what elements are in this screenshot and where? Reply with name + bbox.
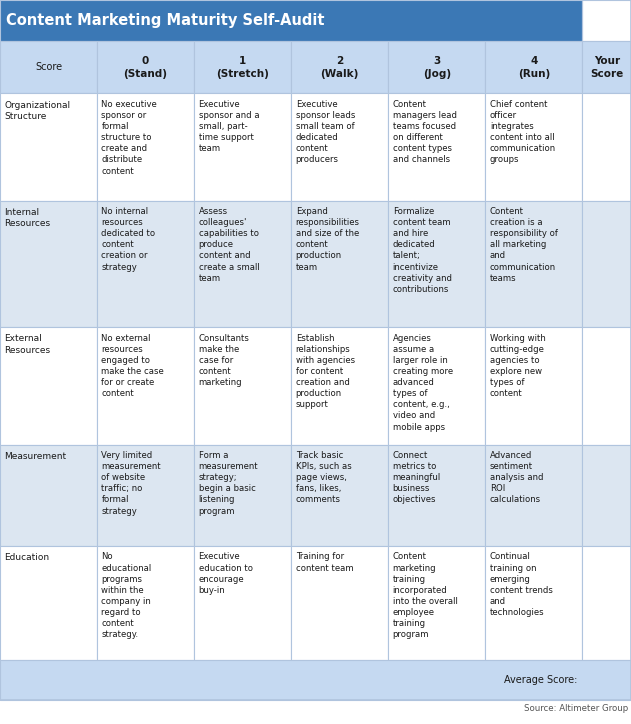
- Bar: [388, 327, 485, 445]
- Bar: [97, 93, 194, 201]
- Text: Connect
metrics to
meaningful
business
objectives: Connect metrics to meaningful business o…: [392, 451, 441, 505]
- Bar: [0, 201, 97, 327]
- Text: Content Marketing Maturity Self-Audit: Content Marketing Maturity Self-Audit: [6, 13, 325, 28]
- Text: Chief content
officer
integrates
content into all
communication
groups: Chief content officer integrates content…: [490, 100, 556, 164]
- Text: Content
marketing
training
incorporated
into the overall
employee
training
progr: Content marketing training incorporated …: [392, 552, 457, 639]
- Text: Assess
colleagues'
capabilities to
produce
content and
create a small
team: Assess colleagues' capabilities to produ…: [199, 207, 259, 282]
- Bar: [485, 201, 582, 327]
- Bar: [97, 546, 194, 660]
- Text: Establish
relationships
with agencies
for content
creation and
production
suppor: Establish relationships with agencies fo…: [296, 334, 355, 409]
- Bar: [292, 546, 388, 660]
- Text: Continual
training on
emerging
content trends
and
technologies: Continual training on emerging content t…: [490, 552, 553, 617]
- Bar: [388, 546, 485, 660]
- Bar: [194, 201, 292, 327]
- Text: External
Resources: External Resources: [4, 334, 50, 355]
- Bar: [388, 201, 485, 327]
- Text: Organizational
Structure: Organizational Structure: [4, 101, 71, 121]
- Text: Form a
measurement
strategy;
begin a basic
listening
program: Form a measurement strategy; begin a bas…: [199, 451, 258, 515]
- Bar: [485, 445, 582, 546]
- Bar: [388, 93, 485, 201]
- Text: 4
(Run): 4 (Run): [518, 56, 550, 78]
- Bar: [582, 41, 631, 93]
- Text: Advanced
sentiment
analysis and
ROI
calculations: Advanced sentiment analysis and ROI calc…: [490, 451, 543, 505]
- Bar: [97, 445, 194, 546]
- Bar: [388, 41, 485, 93]
- Text: Content
creation is a
responsibility of
all marketing
and
communication
teams: Content creation is a responsibility of …: [490, 207, 558, 282]
- Text: Education: Education: [4, 553, 50, 562]
- Bar: [582, 327, 631, 445]
- Bar: [0, 546, 97, 660]
- Bar: [485, 93, 582, 201]
- Text: Average Score:: Average Score:: [504, 675, 577, 685]
- Bar: [97, 327, 194, 445]
- Bar: [292, 41, 388, 93]
- Bar: [485, 327, 582, 445]
- Text: Agencies
assume a
larger role in
creating more
advanced
types of
content, e.g.,
: Agencies assume a larger role in creatin…: [392, 334, 453, 432]
- Bar: [485, 41, 582, 93]
- Bar: [194, 327, 292, 445]
- Bar: [292, 93, 388, 201]
- Text: Executive
sponsor leads
small team of
dedicated
content
producers: Executive sponsor leads small team of de…: [296, 100, 355, 164]
- Text: 3
(Jog): 3 (Jog): [423, 56, 451, 78]
- Bar: [0, 445, 97, 546]
- Bar: [582, 93, 631, 201]
- Text: Internal
Resources: Internal Resources: [4, 208, 50, 228]
- Bar: [0, 93, 97, 201]
- Text: No internal
resources
dedicated to
content
creation or
strategy: No internal resources dedicated to conte…: [102, 207, 156, 272]
- Text: Score: Score: [35, 62, 62, 72]
- Bar: [582, 201, 631, 327]
- Bar: [0, 660, 631, 700]
- Text: Content
managers lead
teams focused
on different
content types
and channels: Content managers lead teams focused on d…: [392, 100, 457, 164]
- Bar: [0, 0, 582, 41]
- Text: 0
(Stand): 0 (Stand): [124, 56, 168, 78]
- Text: Measurement: Measurement: [4, 452, 66, 460]
- Bar: [582, 546, 631, 660]
- Text: No executive
sponsor or
formal
structure to
create and
distribute
content: No executive sponsor or formal structure…: [102, 100, 157, 175]
- Text: Very limited
measurement
of website
traffic; no
formal
strategy: Very limited measurement of website traf…: [102, 451, 161, 515]
- Text: Your
Score: Your Score: [590, 56, 623, 78]
- Bar: [388, 445, 485, 546]
- Bar: [292, 327, 388, 445]
- Bar: [194, 41, 292, 93]
- Bar: [582, 0, 631, 41]
- Bar: [582, 445, 631, 546]
- Text: Track basic
KPIs, such as
page views,
fans, likes,
comments: Track basic KPIs, such as page views, fa…: [296, 451, 351, 505]
- Text: 1
(Stretch): 1 (Stretch): [216, 56, 269, 78]
- Bar: [97, 41, 194, 93]
- Text: 2
(Walk): 2 (Walk): [321, 56, 359, 78]
- Bar: [0, 327, 97, 445]
- Bar: [97, 201, 194, 327]
- Text: Consultants
make the
case for
content
marketing: Consultants make the case for content ma…: [199, 334, 249, 387]
- Text: Expand
responsibilities
and size of the
content
production
team: Expand responsibilities and size of the …: [296, 207, 360, 272]
- Bar: [194, 93, 292, 201]
- Bar: [485, 546, 582, 660]
- Text: Training for
content team: Training for content team: [296, 552, 353, 573]
- Text: Working with
cutting-edge
agencies to
explore new
types of
content: Working with cutting-edge agencies to ex…: [490, 334, 546, 398]
- Text: No external
resources
engaged to
make the case
for or create
content: No external resources engaged to make th…: [102, 334, 164, 398]
- Text: Formalize
content team
and hire
dedicated
talent;
incentivize
creativity and
con: Formalize content team and hire dedicate…: [392, 207, 452, 294]
- Bar: [292, 201, 388, 327]
- Text: Source: Altimeter Group: Source: Altimeter Group: [524, 704, 628, 712]
- Text: Executive
sponsor and a
small, part-
time support
team: Executive sponsor and a small, part- tim…: [199, 100, 259, 153]
- Bar: [194, 546, 292, 660]
- Bar: [194, 445, 292, 546]
- Bar: [0, 41, 97, 93]
- Bar: [0, 0, 582, 41]
- Text: No
educational
programs
within the
company in
regard to
content
strategy.: No educational programs within the compa…: [102, 552, 151, 639]
- Bar: [292, 445, 388, 546]
- Text: Executive
education to
encourage
buy-in: Executive education to encourage buy-in: [199, 552, 252, 594]
